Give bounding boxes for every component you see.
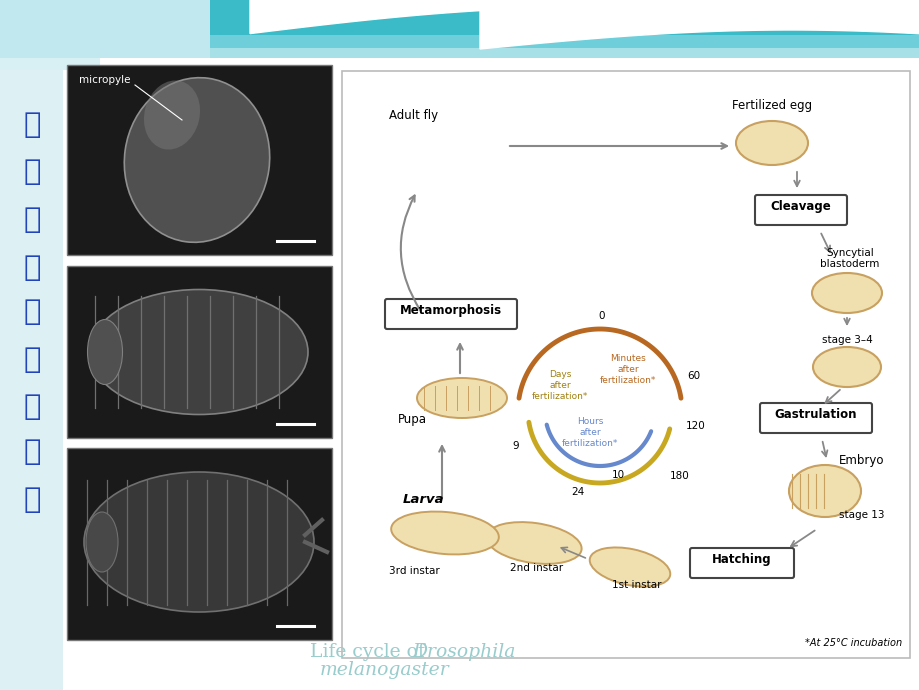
Text: 机: 机 [23, 206, 40, 234]
Text: Larva: Larva [403, 493, 444, 506]
Text: 180: 180 [669, 471, 689, 481]
Text: 安: 安 [23, 346, 40, 374]
Bar [67, 448, 332, 640]
Text: Hatching: Hatching [711, 553, 771, 566]
Text: Life cycle of: Life cycle of [310, 643, 430, 661]
FancyBboxPatch shape [689, 548, 793, 578]
Text: 9: 9 [512, 441, 518, 451]
Bar [0, 0, 210, 58]
Text: 术: 术 [23, 486, 40, 514]
Bar [67, 65, 332, 255]
FancyBboxPatch shape [384, 299, 516, 329]
Text: 3rd instar: 3rd instar [388, 566, 439, 576]
Ellipse shape [87, 319, 122, 384]
Text: 网: 网 [23, 254, 40, 282]
Ellipse shape [811, 273, 881, 313]
Text: micropyle: micropyle [79, 75, 130, 85]
Polygon shape [250, 0, 919, 34]
Ellipse shape [124, 78, 269, 242]
Text: 2nd instar: 2nd instar [510, 563, 563, 573]
Ellipse shape [85, 512, 118, 572]
Bar [342, 71, 909, 658]
Text: 笼: 笼 [23, 298, 40, 326]
Text: stage 13: stage 13 [838, 510, 883, 520]
Text: blastoderm: blastoderm [820, 259, 879, 269]
Text: 0: 0 [598, 311, 605, 321]
Text: Fertilized egg: Fertilized egg [732, 99, 811, 112]
Bar [0, 55, 62, 690]
Bar [0, 35, 919, 48]
Text: 算: 算 [23, 158, 40, 186]
FancyBboxPatch shape [754, 195, 846, 225]
Ellipse shape [589, 547, 670, 586]
Text: 全: 全 [23, 393, 40, 421]
Ellipse shape [416, 378, 506, 418]
Ellipse shape [90, 290, 308, 415]
Text: 120: 120 [686, 421, 705, 431]
Bar [0, 48, 919, 58]
Text: Metamorphosis: Metamorphosis [400, 304, 502, 317]
Text: 60: 60 [686, 371, 699, 381]
Text: Cleavage: Cleavage [770, 200, 831, 213]
Text: 技: 技 [23, 438, 40, 466]
Text: Hours
after
fertilization*: Hours after fertilization* [562, 417, 618, 448]
Text: Drosophila: Drosophila [412, 643, 515, 661]
Bar [0, 0, 919, 35]
Ellipse shape [84, 472, 313, 612]
Text: Adult fly: Adult fly [389, 109, 438, 122]
Text: Gastrulation: Gastrulation [774, 408, 857, 421]
Text: 24: 24 [571, 487, 584, 497]
Bar [67, 266, 332, 438]
Text: melanogaster: melanogaster [320, 661, 449, 679]
Text: 1st instar: 1st instar [611, 580, 661, 590]
Ellipse shape [486, 522, 581, 564]
Text: 计: 计 [23, 111, 40, 139]
Text: stage 3–4: stage 3–4 [821, 335, 871, 345]
Ellipse shape [812, 347, 880, 387]
Text: Syncytial: Syncytial [825, 248, 873, 258]
FancyBboxPatch shape [759, 403, 871, 433]
Ellipse shape [735, 121, 807, 165]
Text: Days
after
fertilization*: Days after fertilization* [531, 370, 587, 401]
Ellipse shape [789, 465, 860, 517]
Ellipse shape [143, 81, 199, 150]
Bar [0, 58, 100, 70]
Text: Embryo: Embryo [838, 454, 883, 467]
Text: *At 25°C incubation: *At 25°C incubation [804, 638, 901, 648]
Text: Minutes
after
fertilization*: Minutes after fertilization* [599, 354, 655, 385]
Text: 10: 10 [611, 470, 624, 480]
Polygon shape [480, 0, 919, 50]
Text: Pupa: Pupa [397, 413, 426, 426]
Ellipse shape [391, 511, 498, 555]
